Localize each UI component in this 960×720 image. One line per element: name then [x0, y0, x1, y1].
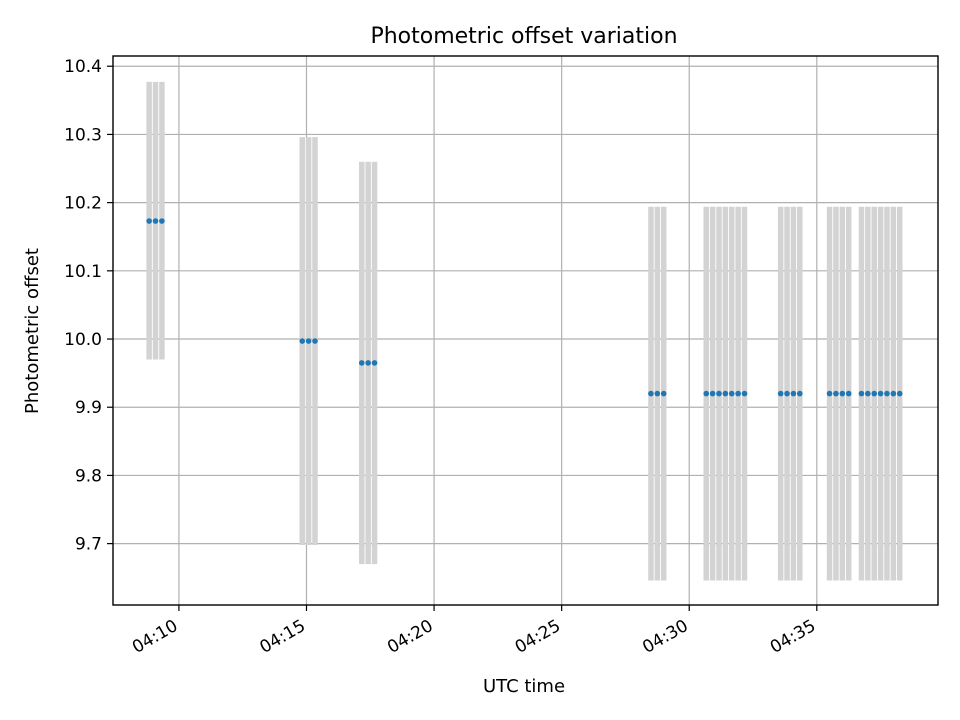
data-point — [312, 338, 318, 344]
data-point — [365, 360, 371, 366]
y-tick-label: 10.4 — [64, 57, 102, 77]
data-point — [146, 218, 152, 224]
data-point — [871, 390, 878, 397]
y-tick-label: 9.9 — [75, 398, 102, 418]
data-point — [790, 390, 797, 397]
y-tick-label: 9.7 — [75, 535, 102, 555]
data-point — [305, 338, 312, 344]
x-tick-label: 04:20 — [384, 616, 436, 658]
y-tick-label: 10.3 — [64, 125, 102, 145]
data-point — [159, 218, 165, 224]
x-tick-label: 04:25 — [512, 616, 564, 658]
y-tick-label: 9.8 — [75, 466, 102, 486]
plot-frame — [112, 55, 939, 606]
chart-title: Photometric offset variation — [370, 24, 677, 49]
data-point-layer — [146, 218, 903, 397]
data-point — [890, 390, 897, 397]
data-point — [709, 390, 716, 397]
data-point — [826, 390, 833, 397]
grid-layer — [113, 56, 938, 605]
data-point — [858, 390, 865, 397]
data-point — [703, 390, 710, 397]
data-point — [845, 390, 852, 397]
data-point — [358, 360, 365, 366]
data-point — [777, 390, 784, 397]
data-point — [877, 390, 884, 397]
data-point — [741, 390, 748, 397]
data-point — [152, 218, 159, 224]
x-tick-label: 04:35 — [767, 616, 819, 658]
x-axis-label: UTC time — [483, 676, 565, 697]
data-point — [371, 360, 378, 366]
y-axis-ticks: 9.7 9.8 9.9 10.0 10.1 10.2 10.3 10.4 — [64, 57, 113, 555]
data-point — [784, 390, 790, 397]
x-tick-label: 04:10 — [129, 616, 181, 658]
x-axis-ticks: 04:10 04:15 04:20 04:25 04:30 04:35 — [129, 605, 819, 658]
data-point — [716, 390, 722, 397]
error-bar-layer — [146, 81, 903, 581]
data-point — [865, 390, 871, 397]
data-point — [833, 390, 839, 397]
data-point — [299, 338, 306, 344]
data-point — [796, 390, 803, 397]
data-point — [884, 390, 890, 397]
y-tick-label: 10.0 — [64, 330, 102, 350]
data-point — [728, 390, 735, 397]
data-point — [896, 390, 903, 397]
y-tick-label: 10.1 — [64, 262, 102, 282]
data-point — [654, 390, 661, 397]
x-tick-label: 04:15 — [257, 616, 309, 658]
data-point — [660, 390, 667, 397]
data-point — [839, 390, 846, 397]
y-axis-label: Photometric offset — [22, 248, 43, 414]
data-point — [722, 390, 729, 397]
data-point — [648, 390, 654, 397]
x-tick-label: 04:30 — [639, 616, 691, 658]
y-tick-label: 10.2 — [64, 194, 102, 214]
data-point — [735, 390, 741, 397]
